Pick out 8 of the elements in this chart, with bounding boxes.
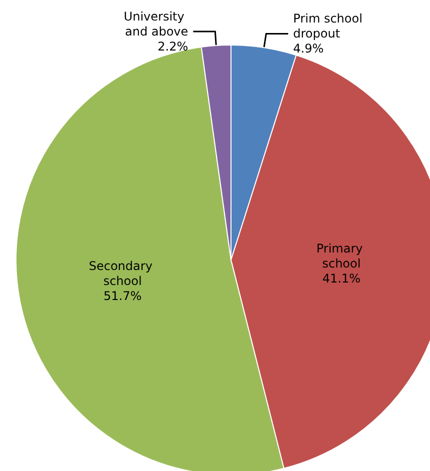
slice-label: University and above [124,10,188,39]
slice-label: Primary school [316,241,367,270]
slice-label: Secondary school [88,259,156,288]
data-label: 51.7% [104,289,142,304]
data-label: 4.9% [293,42,324,56]
data-label: 2.2% [158,40,188,54]
data-label: 41.1% [322,271,361,286]
slice-label: Prim school dropout [293,12,366,41]
